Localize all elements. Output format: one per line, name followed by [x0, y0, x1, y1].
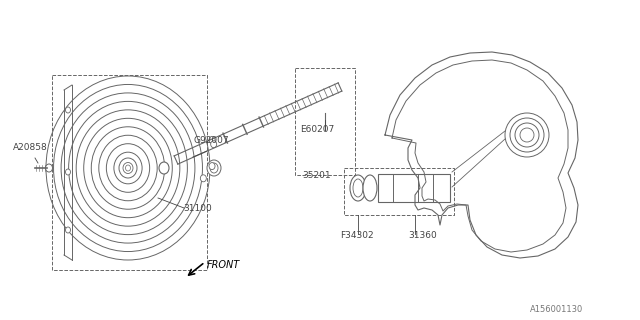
Text: 31100: 31100: [183, 204, 212, 213]
Text: F34302: F34302: [340, 231, 374, 240]
Ellipse shape: [363, 175, 377, 201]
Ellipse shape: [505, 113, 549, 157]
Ellipse shape: [209, 163, 215, 170]
Text: A20858: A20858: [13, 143, 48, 152]
Bar: [378, 174, 450, 202]
Ellipse shape: [200, 175, 206, 182]
Ellipse shape: [207, 160, 221, 176]
Ellipse shape: [211, 141, 217, 148]
Ellipse shape: [65, 107, 70, 113]
Text: FRONT: FRONT: [207, 260, 240, 270]
Bar: [52, 75, 207, 270]
Text: A156001130: A156001130: [530, 305, 583, 314]
Ellipse shape: [353, 179, 363, 197]
Text: 35201: 35201: [302, 171, 331, 180]
Ellipse shape: [65, 169, 70, 175]
Text: G92007: G92007: [193, 136, 228, 145]
Ellipse shape: [209, 136, 215, 143]
Ellipse shape: [350, 175, 366, 201]
Text: 31360: 31360: [408, 231, 436, 240]
Text: E60207: E60207: [300, 125, 334, 134]
Ellipse shape: [65, 227, 70, 233]
Ellipse shape: [159, 162, 169, 174]
Ellipse shape: [119, 158, 137, 178]
Ellipse shape: [45, 164, 52, 172]
